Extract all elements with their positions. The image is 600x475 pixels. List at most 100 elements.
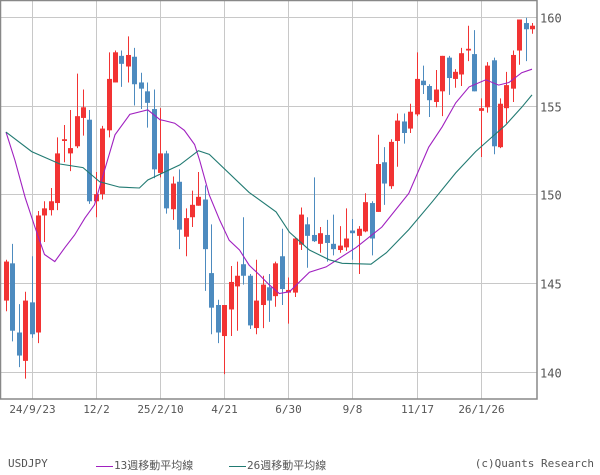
candle-body [164, 153, 169, 209]
candle-body [350, 230, 355, 234]
candle-body [440, 55, 445, 92]
candle-body [261, 284, 266, 306]
candle [434, 70, 439, 108]
candle-body [75, 116, 80, 147]
candle-body [318, 233, 323, 244]
legend-ma26: 26週移動平均線 [229, 457, 326, 473]
candle-body [524, 23, 529, 30]
candle [164, 150, 169, 214]
candle-body [370, 203, 375, 239]
candle [485, 62, 490, 113]
candle [241, 217, 246, 285]
candle-body [100, 128, 105, 195]
candle [209, 224, 214, 335]
ma13-line [5, 68, 533, 295]
candle [68, 109, 73, 172]
candle [75, 73, 80, 149]
candle [248, 273, 253, 329]
candle-body [209, 273, 214, 308]
candle [344, 208, 349, 251]
candle-body [62, 139, 67, 141]
candle [498, 98, 503, 149]
candle-body [312, 234, 317, 242]
candle-body [299, 214, 304, 245]
candle-body [267, 287, 272, 301]
candle-body [504, 85, 509, 109]
candle-body [107, 78, 112, 131]
candle [30, 256, 35, 338]
candle-body [517, 19, 522, 51]
candle-body [119, 55, 124, 64]
x-tick-label: 24/9/23 [9, 403, 55, 416]
candle-body [286, 289, 291, 293]
candle [139, 72, 144, 110]
candle-body [344, 238, 349, 248]
candle [517, 19, 522, 65]
candle [23, 291, 28, 379]
candle [479, 98, 484, 157]
candle-body [81, 107, 86, 118]
candle-body [376, 164, 381, 212]
candle [113, 50, 118, 83]
candle-body [472, 54, 477, 92]
candle-body [158, 153, 163, 173]
y-tick-label: 145 [540, 278, 562, 292]
candle-body [30, 302, 35, 335]
candle [421, 65, 426, 94]
candle-body [203, 199, 208, 250]
candle [229, 266, 234, 337]
candle [190, 190, 195, 227]
candle [267, 273, 272, 322]
candle [363, 193, 368, 233]
candle-body [389, 141, 394, 187]
candle [453, 69, 458, 88]
candle-body [36, 215, 41, 333]
candle [286, 277, 291, 324]
candle [530, 23, 535, 34]
candle [49, 187, 54, 216]
candle [338, 226, 343, 253]
candle [325, 219, 330, 262]
x-tick-label: 4/21 [211, 403, 238, 416]
candle-body [216, 305, 221, 333]
candle [492, 57, 497, 155]
y-tick-label: 140 [540, 367, 562, 381]
candle-body [331, 243, 336, 250]
candle-body [363, 202, 368, 232]
candle [318, 226, 323, 253]
legend-ma13-label: 13週移動平均線 [114, 459, 194, 472]
candle-body [241, 264, 246, 276]
legend-symbol: USDJPY [8, 457, 48, 470]
candle-body [10, 263, 15, 331]
candle [350, 219, 355, 260]
candle-body [466, 48, 471, 51]
candle-body [280, 256, 285, 290]
candle [152, 89, 157, 179]
candle [87, 109, 92, 204]
candle-body [395, 120, 400, 141]
candle [81, 89, 86, 136]
candle-body [402, 121, 407, 133]
candle [126, 36, 131, 83]
legend-ma13: 13週移動平均線 [96, 457, 193, 473]
candle-body [132, 56, 137, 85]
candle [504, 71, 509, 124]
candle [382, 147, 387, 205]
candle-body [338, 245, 343, 251]
candle-body [421, 80, 426, 86]
x-tick-label: 6/30 [275, 403, 302, 416]
candle [511, 50, 516, 102]
candle-body [498, 103, 503, 148]
candle-body [190, 204, 195, 218]
candle-body [305, 224, 310, 236]
y-tick-label: 160 [540, 12, 562, 26]
candle-body [177, 181, 182, 230]
candle [17, 304, 22, 368]
candle [261, 275, 266, 329]
candle [376, 134, 381, 212]
candle-body [382, 162, 387, 184]
candle-body [23, 300, 28, 361]
candle-body [427, 86, 432, 101]
y-tick-label: 155 [540, 101, 562, 115]
candle-body [325, 234, 330, 243]
